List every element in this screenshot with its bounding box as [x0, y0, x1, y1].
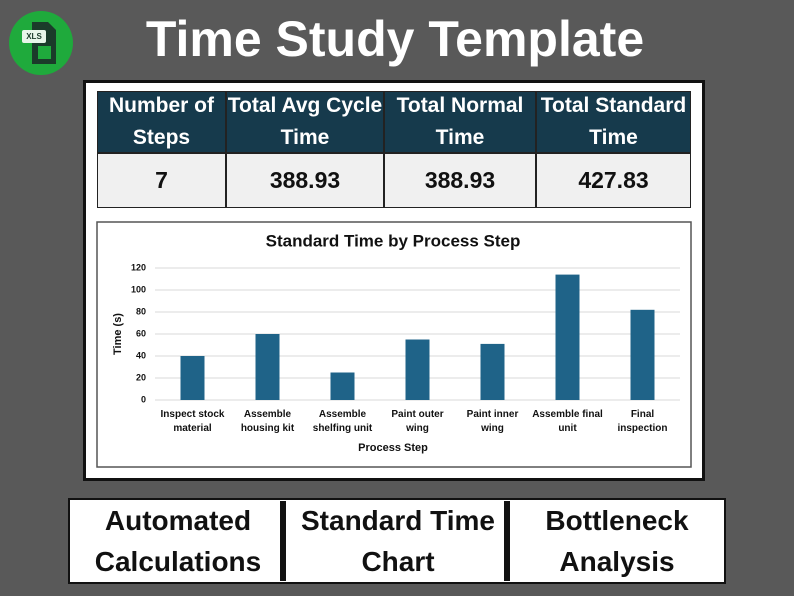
- y-tick-label: 80: [136, 306, 146, 316]
- bar: [330, 372, 355, 400]
- x-tick-label: Assemble shelfing unit: [312, 409, 373, 434]
- x-tick-label: Final inspection: [617, 409, 668, 434]
- table-header: Total Avg Cycle Time: [226, 91, 384, 153]
- icon-tag: [22, 30, 46, 43]
- feature-box: [68, 498, 726, 584]
- x-tick-label: Assemble final unit: [532, 409, 603, 434]
- table-header: Total Normal Time: [384, 91, 536, 153]
- table-cell: 388.93: [384, 153, 536, 208]
- table-cell: 388.93: [226, 153, 384, 208]
- page-title: Time Study Template: [145, 11, 645, 67]
- feature: Bottleneck Analysis: [545, 505, 689, 577]
- y-tick-label: 0: [141, 394, 146, 404]
- table-cell: 7: [97, 153, 226, 208]
- bar: [180, 356, 205, 400]
- x-tick-label: Paint outer wing: [391, 409, 444, 434]
- bar: [555, 274, 580, 400]
- feature: Standard Time Chart: [301, 505, 495, 577]
- y-tick-label: 40: [136, 350, 146, 360]
- chart-title: Standard Time by Process Step: [266, 231, 521, 250]
- bar: [405, 339, 430, 400]
- y-tick-label: 20: [136, 372, 146, 382]
- icon-sheet: [38, 46, 51, 59]
- y-tick-label: 120: [131, 262, 146, 272]
- x-axis-title: Process Step: [358, 442, 428, 454]
- table-header: Total Standard Time: [536, 91, 691, 153]
- bar: [480, 343, 505, 400]
- table-header: Number of Steps: [97, 91, 226, 153]
- x-tick-label: Assemble housing kit: [240, 409, 295, 434]
- table-cell: 427.83: [536, 153, 691, 208]
- x-tick-label: Inspect stock material: [160, 409, 225, 434]
- chart-frame: [96, 221, 692, 468]
- y-tick-label: 100: [131, 284, 146, 294]
- x-tick-label: Paint inner wing: [466, 409, 519, 434]
- y-tick-label: 60: [136, 328, 146, 338]
- bar: [255, 334, 280, 400]
- feature: Automated Calculations: [94, 505, 262, 577]
- icon-label: XLS: [26, 32, 42, 41]
- bar: [630, 309, 655, 400]
- y-axis-title: Time (s): [112, 313, 124, 355]
